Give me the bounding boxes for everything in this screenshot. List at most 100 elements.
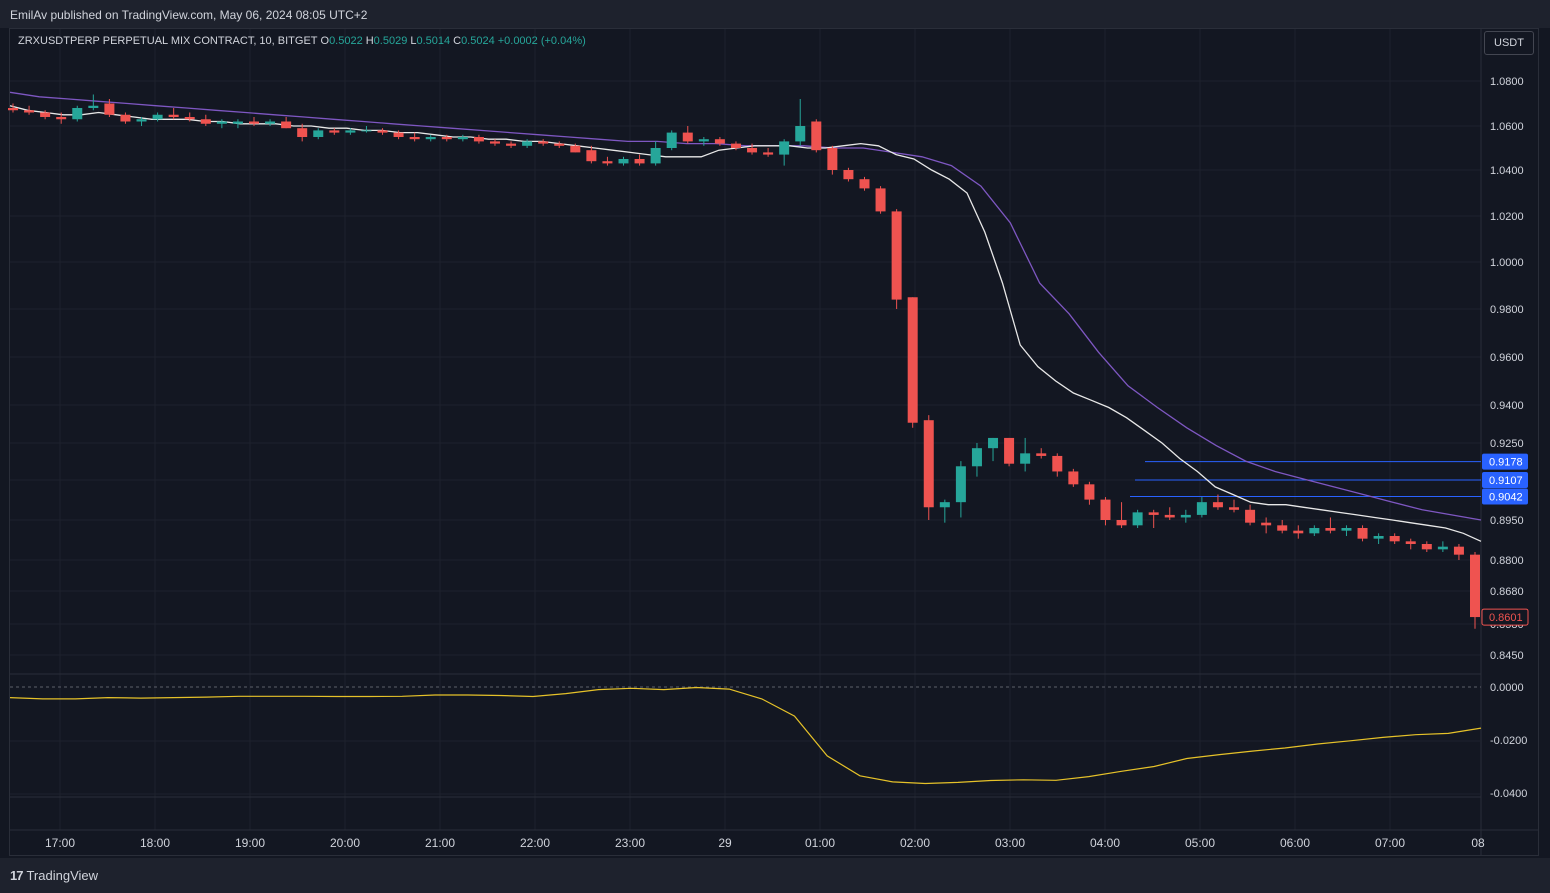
level-price-tag-text: 0.9042 [1489,492,1523,504]
candle-body [698,139,709,142]
candle-body [971,448,982,467]
candle-body [1100,499,1111,520]
legend-change: +0.0002 (+0.04%) [497,35,586,47]
candle-body [297,128,308,137]
candle-body [1245,509,1256,523]
candle-body [1470,554,1480,618]
candle-body [586,150,597,162]
candle-body [666,132,677,148]
price-axis-label: 1.0600 [1490,121,1524,133]
candle-body [859,179,870,189]
candle-body [473,137,484,142]
chart-frame[interactable] [9,28,1539,856]
candle-body [1389,536,1400,542]
candle-body [747,148,758,153]
candle-body [1341,528,1352,531]
price-axis-label: 0.8450 [1490,650,1524,662]
candle-body [955,466,966,503]
legend-open: O0.5022 [320,35,363,47]
top-bar: EmilAv published on TradingView.com, May… [0,0,1550,28]
candle-body [923,420,934,508]
candle-body [1036,453,1047,456]
candle-body [441,137,452,140]
candle-body [265,121,276,124]
candle-body [425,137,436,140]
candle-body [152,114,163,120]
candle-body [1212,502,1223,508]
candle-body [56,117,67,120]
level-price-tag [1482,472,1528,488]
time-axis-label: 08 [1471,836,1485,850]
time-axis-label: 03:00 [995,836,1025,850]
price-axis-label: 0.9600 [1490,352,1524,364]
candle-body [409,137,420,140]
level-price-tag [1482,488,1528,505]
candle-body [1180,514,1191,518]
osc-axis-label: 0.0000 [1490,682,1524,694]
candle-body [939,502,950,508]
candle-body [345,130,356,133]
candle-body [522,141,533,146]
published-caption: EmilAv published on TradingView.com, May… [10,8,368,22]
candle-body [1453,546,1464,555]
candle-body [682,132,693,142]
candle-body [457,137,468,140]
candle-body [216,121,227,124]
time-axis-label: 01:00 [805,836,835,850]
time-axis-label: 22:00 [520,836,550,850]
candle-body [811,121,822,151]
tradingview-logo[interactable]: 17 TradingView [10,868,98,883]
candle-body [650,148,661,164]
last-price-tag-text: 0.8601 [1489,612,1523,624]
price-axis-label: 1.0800 [1490,76,1524,88]
candle-body [1293,530,1304,534]
candle-body [24,110,35,113]
candle-body [1405,541,1416,544]
candle-body [40,112,51,117]
tradingview-brand: TradingView [26,868,99,883]
osc-axis-label: -0.0200 [1490,735,1527,747]
candle-body [538,141,549,144]
candle-body [1084,484,1095,500]
candle-body [891,211,902,300]
ema-fast-line [9,105,1482,542]
candle-body [1068,471,1079,485]
candle-body [393,132,404,137]
candle-body [489,141,500,144]
time-axis-label: 04:00 [1090,836,1120,850]
oscillator-line [9,686,1482,785]
price-axis-label: 0.8800 [1490,555,1524,567]
candle-body [1004,437,1015,464]
candle-body [168,114,179,117]
candle-body [1164,514,1175,518]
candle-body [1148,512,1159,515]
candle-body [232,121,243,124]
ema-slow-line [9,91,1482,521]
time-axis-label: 20:00 [330,836,360,850]
candle-body [714,139,725,144]
candle-body [907,297,918,423]
candle-body [634,159,645,164]
chart-legend: ZRXUSDTPERP PERPETUAL MIX CONTRACT, 10, … [18,35,586,47]
time-axis-label: 21:00 [425,836,455,850]
candle-body [136,119,147,122]
time-axis-label: 19:00 [235,836,265,850]
candle-body [570,145,581,153]
last-price-tag [1481,608,1529,626]
candle-body [1309,528,1320,534]
candle-body [1020,453,1031,464]
candle-body [72,108,83,120]
candle-body [875,188,886,212]
candle-body [1325,528,1336,531]
candle-body [1196,502,1207,515]
currency-button[interactable]: USDT [1484,31,1534,55]
legend-symbol: ZRXUSDTPERP PERPETUAL MIX CONTRACT, 10, … [18,35,318,47]
candle-body [313,130,324,137]
candle-body [779,141,790,155]
candle-body [1437,546,1448,550]
price-axis-label: 0.9250 [1490,438,1524,450]
candle-body [281,121,292,129]
time-axis-label: 23:00 [615,836,645,850]
legend-close: C0.5024 [453,35,495,47]
